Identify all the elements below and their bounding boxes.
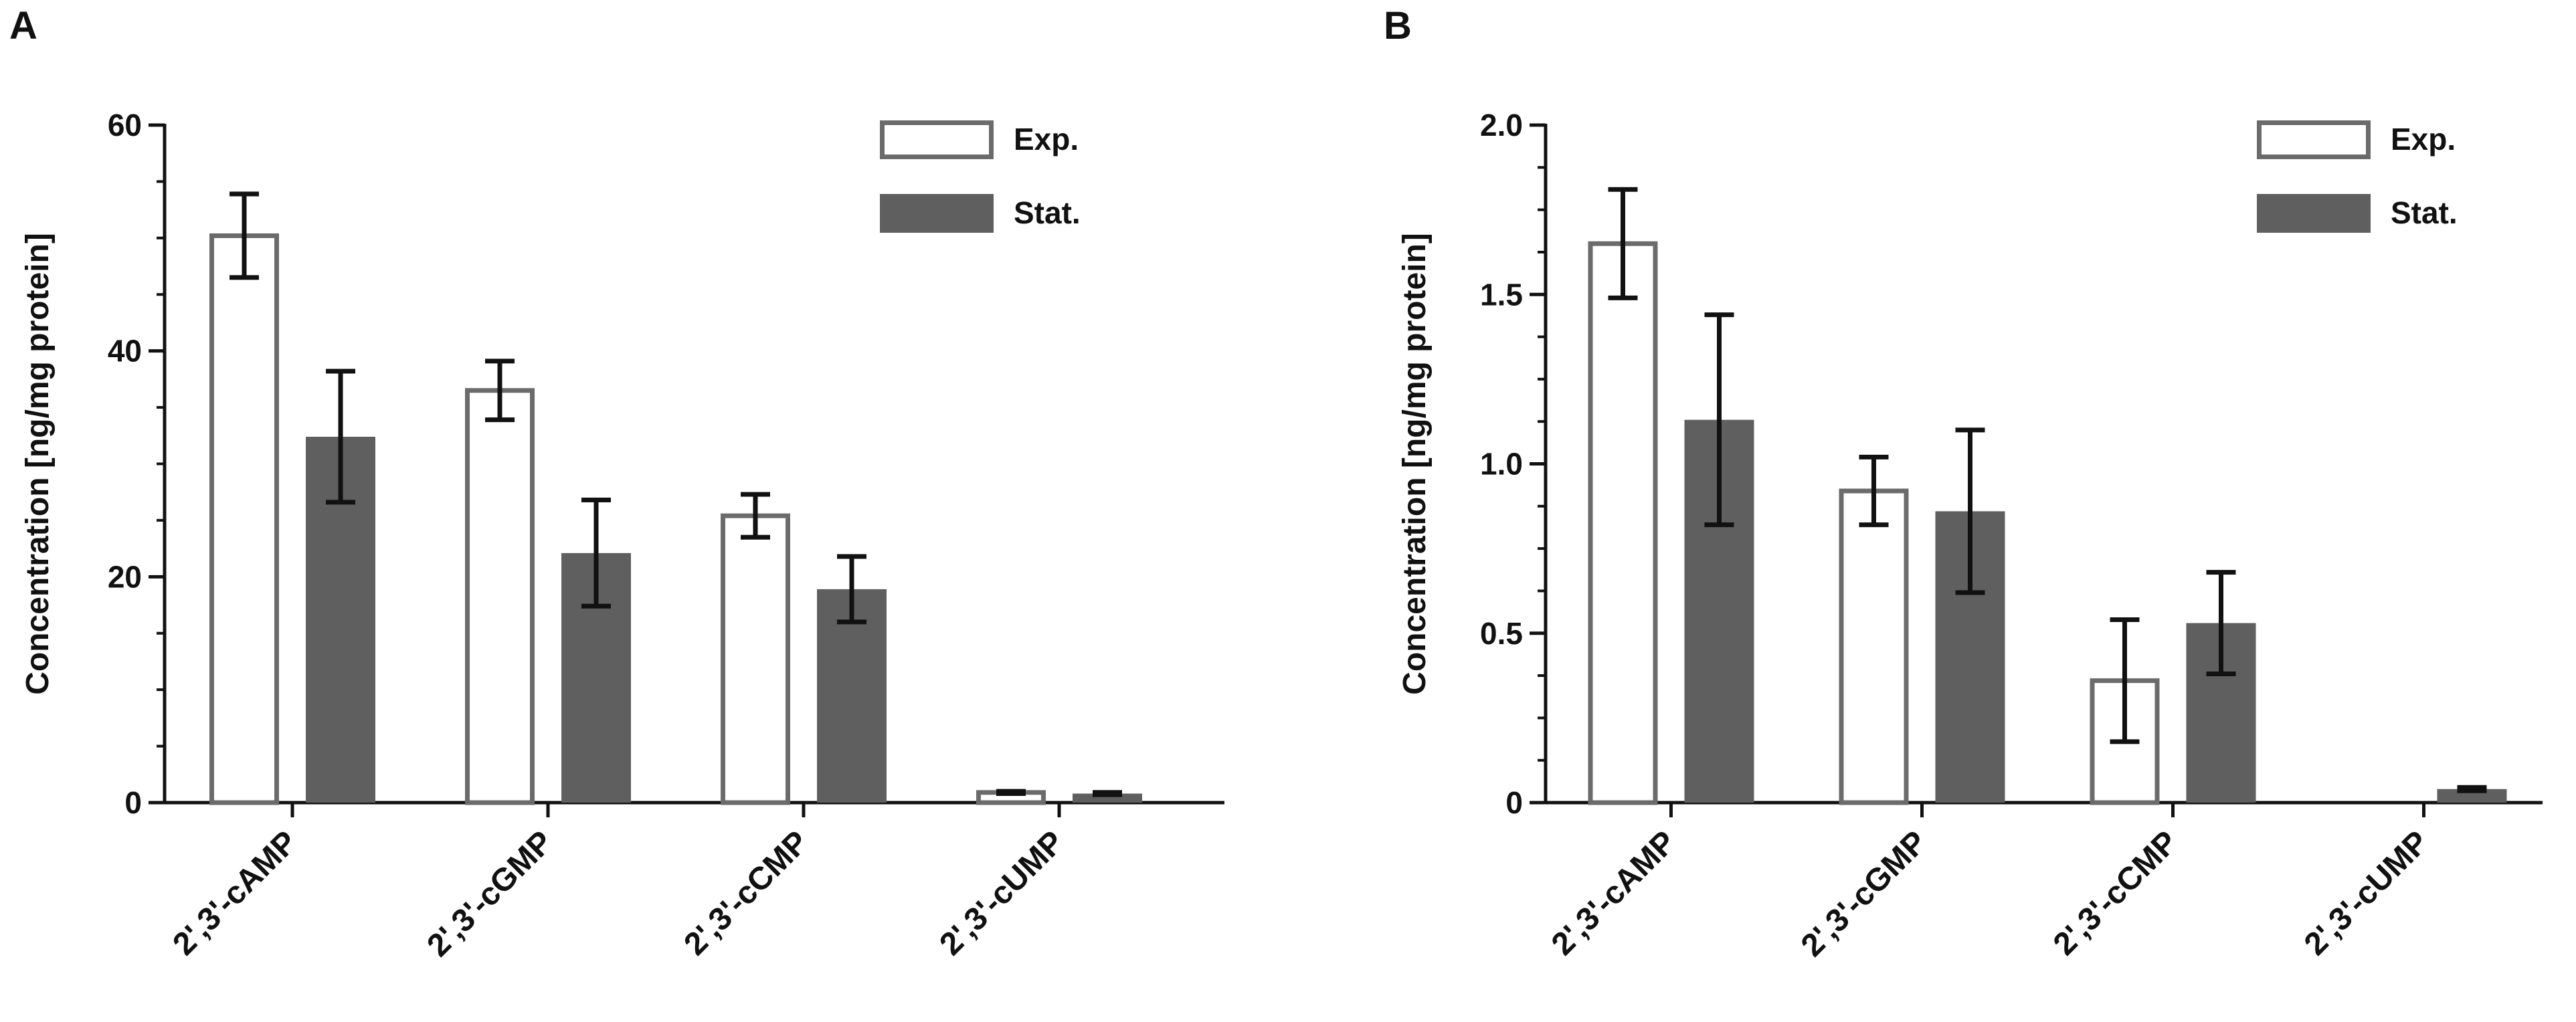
- y-tick-label: 0: [124, 785, 142, 820]
- panel-a: A Concentration [ng/mg protein] 0 20 40 60 2',…: [9, 4, 1224, 964]
- y-tick-label: 40: [108, 334, 142, 369]
- x-category-label: 2',3'-cCMP: [2047, 824, 2185, 962]
- legend-swatch-exp: [880, 120, 994, 159]
- bar-stat: [817, 589, 887, 803]
- legend-swatch-exp: [2257, 120, 2371, 159]
- legend-label: Stat.: [1014, 195, 1081, 230]
- bar-stat: [1073, 793, 1142, 803]
- x-category-label: 2',3'-cUMP: [2298, 824, 2435, 962]
- legend-label: Exp.: [2391, 122, 2456, 157]
- bar-exp: [465, 388, 535, 805]
- bar-exp: [1839, 488, 1909, 805]
- x-category-label: 2',3'-cAMP: [1545, 824, 1683, 962]
- legend-swatch-stat: [880, 194, 994, 233]
- y-tick-label: 1.0: [1480, 447, 1523, 482]
- y-tick-label: 0: [1505, 785, 1523, 820]
- y-tick-label: 0.5: [1480, 616, 1523, 651]
- legend-swatch-stat: [2257, 194, 2371, 233]
- panel-b: B Concentration [ng/mg protein] 0 0.5 1.0 1.5…: [1384, 4, 2543, 964]
- y-tick-label: 60: [108, 108, 142, 142]
- x-category-label: 2',3'-cAMP: [166, 824, 304, 962]
- y-axis-title: Concentration [ng/mg protein]: [1397, 233, 1433, 695]
- bar-stat: [2437, 789, 2507, 803]
- bar-exp: [1588, 241, 1658, 805]
- x-category-label: 2',3'-cCMP: [677, 824, 815, 962]
- legend-label: Exp.: [1014, 122, 1079, 157]
- y-tick-label: 1.5: [1480, 277, 1523, 312]
- legend-label: Stat.: [2391, 195, 2458, 230]
- y-tick-label: 2.0: [1480, 108, 1523, 142]
- x-category-label: 2',3'-cGMP: [1795, 824, 1934, 963]
- panel-label: B: [1384, 4, 1412, 47]
- y-tick-label: 20: [108, 559, 142, 594]
- y-axis-title: Concentration [ng/mg protein]: [20, 233, 56, 695]
- x-category-label: 2',3'-cGMP: [420, 824, 559, 963]
- panel-label: A: [9, 4, 37, 47]
- x-category-label: 2',3'-cUMP: [933, 824, 1071, 962]
- bar-exp: [209, 233, 279, 805]
- bar-exp: [721, 513, 790, 805]
